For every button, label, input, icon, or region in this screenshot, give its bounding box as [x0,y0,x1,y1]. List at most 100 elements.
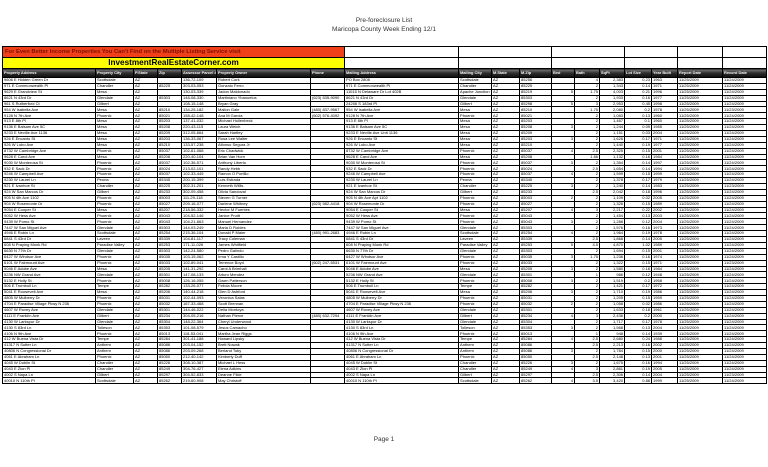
table-cell: 11/24/2009 [722,224,768,232]
table-row: 9439 W Pomo St Phoenix AZ 85043 104-21-663 Ma… [2,218,768,226]
column-header: Lot Size [624,68,653,78]
table-cell: 3,420 [599,377,626,385]
column-header-row: Property Address Property City P.State Zip A… [2,68,768,78]
promo-banner-row-1: For Even Better Income Properties You Ca… [1,46,768,58]
empty-cell [458,46,553,58]
column-header: Property Address [2,68,96,78]
table-cell [309,194,346,202]
table-row: 9628 E Carol Ave Mesa AZ 85208 220-40-104 Bri… [2,153,768,161]
promo-banner-url: InvestmentRealEstateCorner.com [1,56,346,69]
promo-banner-text: For Even Better Income Properties You Ca… [1,46,346,58]
empty-cell [551,56,626,69]
table-cell: 0.88 [624,377,653,385]
table-cell [309,141,346,149]
table-cell: 11/24/2009 [722,124,768,132]
table-cell [309,218,346,226]
document-title: Pre-foreclosure List Maricopa County Wee… [0,17,768,34]
table-cell: 11/24/2009 [722,135,768,143]
table-row: 41317 N Sutter Ln Anthem AZ 85086 203-04-152… [2,342,768,349]
column-header: Zip [157,68,182,78]
table-cell [309,135,346,143]
spreadsheet: For Even Better Income Properties You Ca… [1,46,768,385]
table-cell: 85262 [157,377,182,385]
table-row: 9246 W Campbell Ave Phoenix AZ 85037 102-33-… [2,171,768,179]
column-header: Mailing Address [344,68,460,78]
table-cell: AZ [491,377,521,385]
column-header: M.State [491,68,521,78]
column-header: Property Owner [216,68,311,78]
table-row: 921 E Ivanhoe St Chandler AZ 85225 302-31-20… [2,183,768,190]
table-row: 905 N 4th Ave 1102 Phoenix AZ 85003 111-29-1… [2,194,768,202]
table-cell: 1999 [651,377,679,385]
preforeclosure-table: For Even Better Income Properties You Ca… [1,46,768,385]
column-header: Assessor Parcel # [181,68,217,78]
table-row: 8732 W Cambridge Ave Phoenix AZ 85037 102-61… [2,147,768,155]
table-cell: 85262 [519,377,553,385]
column-header: Bath [574,68,601,78]
table-cell [309,236,346,243]
table-cell: 11/24/2009 [722,171,768,179]
table-row: 4130 S 83rd Ln Tolleson AZ 85353 101-08-579 J… [2,324,768,332]
table-cell: 40010 N 110th Pl [2,377,96,385]
table-cell [309,241,346,249]
promo-banner-row-2: InvestmentRealEstateCorner.com [1,56,768,69]
table-cell: 11/24/2009 [722,206,768,214]
table-row: 932 E Sack Dr Phoenix AZ 85024 213-02-101 Ran… [2,165,768,173]
table-body: 9606 E Hidden Green Dr Scottsdale AZ 136-72… [2,77,768,385]
column-header: Report Date [677,68,724,78]
table-cell: Paradise Valley [458,241,493,249]
table-cell [309,212,346,220]
empty-cell [624,56,679,69]
table-cell: 11/24/2009 [722,147,768,155]
table-row: 40010 N 110th Pl Scottsdale AZ 85262 219-60-… [2,377,768,385]
table-row: 6841 S 43rd Dr Laveen AZ 85339 104-81-117 Tra… [2,236,768,243]
table-cell: Apache Junction [458,88,493,96]
table-cell: 11/24/2009 [722,153,768,161]
column-header: M.Zip [519,68,553,78]
column-header: SqFt [599,68,626,78]
table-cell: 11/24/2009 [722,212,768,220]
title-line-2: Maricopa County Week Ending 12/1 [332,25,436,33]
table-cell: 11/23/2009 [722,183,768,190]
table-cell: 11/24/2009 [722,188,768,196]
column-header: Bed [551,68,576,78]
title-line-1: Pre-foreclosure List [355,17,413,24]
table-cell: (480) 991-2683 [309,230,346,238]
table-cell: 11/24/2009 [722,194,768,202]
table-cell: 11/24/2009 [722,247,768,255]
column-header: Record Date [722,68,768,78]
table-row: 5132 E Holly St Phoenix AZ 85008 126-16-055 G… [2,277,768,285]
table-row: 9230 W Laurel Ln Peoria AZ 85345 200-15-399 L… [2,177,768,185]
table-cell: 11/24/2009 [722,218,768,226]
table-row: 4946 E Robin Ln Scottsdale AZ 85254 215-36-1… [2,230,768,238]
table-row: 9052 W Hess Ave Phoenix AZ 85043 104-52-146 J… [2,212,768,220]
column-header: P.State [133,68,158,78]
table-cell: 11/24/2009 [722,230,768,238]
table-row: 6630 N 77th Dr Glendale AZ 85303 142-24-580 P… [2,247,768,255]
table-cell [309,171,346,179]
table-row: 904 W Rosemonte Dr Phoenix AZ 85027 209-16-0… [2,200,768,208]
empty-cell [551,46,626,58]
table-row: 9629 E Grandview St Mesa AZ 130-03-339 Jadon… [2,88,768,96]
table-cell [309,159,346,167]
table-cell [309,247,346,255]
table-row: 9054 E Cooper St Mesa AZ 85207 218-56-332 Hec… [2,206,768,214]
table-cell [309,206,346,214]
table-cell: AZ [133,377,158,385]
table-cell: Scottsdale [95,377,134,385]
table-row: 9136 E Balsam Ave 5C Mesa AZ 85208 220-43-11… [2,124,768,132]
table-row: 8621 N 43rd Dr Glendale AZ 85303 148-08-330 M… [2,94,768,102]
table-cell: 11/24/2009 [722,130,768,137]
empty-cell [722,56,768,69]
table-cell: 40010 N 110th Pl [344,377,460,385]
table-row: 4061 E Abraham Ln Phoenix AZ 85050 212-40-14… [2,353,768,361]
table-cell [309,165,346,173]
table-cell: (623) 582-4418 [309,200,346,208]
empty-cell [344,56,460,69]
table-cell: 11/24/2009 [722,200,768,208]
empty-cell [677,46,724,58]
empty-cell [458,56,553,69]
table-cell: 11/24/2009 [722,177,768,185]
table-cell [309,183,346,190]
column-header: Year Built [651,68,679,78]
